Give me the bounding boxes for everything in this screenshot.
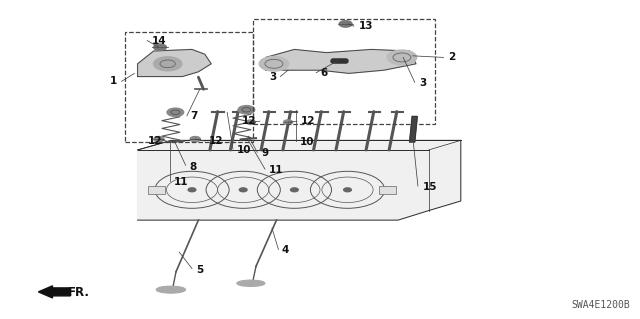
Text: 12: 12 (241, 116, 256, 126)
Circle shape (344, 188, 351, 192)
Text: FR.: FR. (68, 286, 90, 299)
Text: 11: 11 (173, 177, 188, 187)
Circle shape (339, 21, 352, 27)
Text: 10: 10 (300, 137, 314, 147)
Text: 3: 3 (419, 78, 426, 88)
FancyBboxPatch shape (379, 186, 396, 194)
Circle shape (154, 137, 164, 142)
Text: 12: 12 (147, 136, 162, 146)
Text: 6: 6 (320, 68, 327, 78)
Ellipse shape (237, 280, 265, 286)
Text: 4: 4 (282, 245, 289, 256)
Text: 2: 2 (448, 52, 455, 63)
Polygon shape (138, 140, 461, 220)
Text: 7: 7 (191, 111, 198, 122)
Text: 3: 3 (269, 71, 276, 82)
Polygon shape (266, 49, 416, 73)
FancyArrow shape (38, 286, 70, 298)
Bar (253, 19, 435, 124)
Text: 13: 13 (358, 21, 373, 31)
Circle shape (190, 137, 200, 142)
Polygon shape (138, 150, 461, 160)
Circle shape (246, 120, 255, 124)
Text: 11: 11 (269, 165, 284, 175)
Text: 8: 8 (189, 161, 196, 172)
Circle shape (154, 44, 166, 50)
Circle shape (284, 120, 292, 124)
Bar (125, 32, 253, 142)
Ellipse shape (156, 286, 186, 293)
Circle shape (239, 188, 247, 192)
Polygon shape (410, 116, 417, 142)
Circle shape (154, 57, 182, 71)
Text: 10: 10 (237, 145, 252, 155)
Polygon shape (429, 150, 461, 211)
Text: 12: 12 (301, 116, 316, 126)
Text: SWA4E1200B: SWA4E1200B (572, 300, 630, 310)
Polygon shape (138, 160, 429, 220)
FancyBboxPatch shape (148, 186, 165, 194)
Text: 9: 9 (261, 148, 268, 158)
Circle shape (387, 50, 417, 65)
Circle shape (238, 106, 255, 114)
Circle shape (188, 188, 196, 192)
Circle shape (259, 56, 289, 71)
Text: 14: 14 (152, 35, 166, 46)
Text: 1: 1 (110, 76, 117, 86)
Text: 15: 15 (422, 182, 437, 192)
Polygon shape (138, 49, 211, 77)
Circle shape (291, 188, 298, 192)
Text: 12: 12 (209, 136, 224, 146)
Text: 5: 5 (196, 264, 203, 275)
Circle shape (167, 108, 184, 116)
